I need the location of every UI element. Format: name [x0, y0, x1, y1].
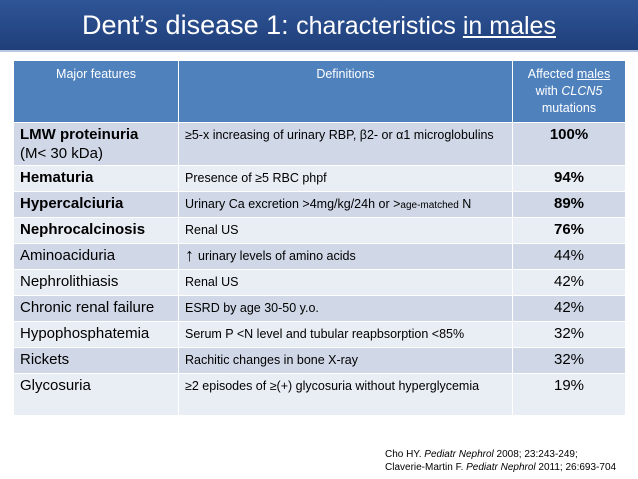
percent-cell: 32% — [512, 347, 626, 374]
feature-cell: Aminoaciduria — [13, 243, 179, 270]
citation: Cho HY. Pediatr Nephrol 2008; 23:243-249… — [385, 448, 616, 474]
percent-cell: 32% — [512, 321, 626, 348]
definition-cell: Serum P <N level and tubular reapbsorpti… — [178, 321, 513, 348]
header-affected-text: Affected — [527, 67, 577, 81]
header-with-text: with — [535, 84, 562, 98]
slide-title: Dent’s disease 1: characteristics in mal… — [0, 10, 638, 41]
definition-cell: Presence of ≥5 RBC phpf — [178, 165, 513, 192]
title-part-1: Dent’s disease 1: — [82, 10, 297, 40]
feature-cell: Chronic renal failure — [13, 295, 179, 322]
table-row: Glycosuria ≥2 episodes of ≥(+) glycosuri… — [13, 373, 626, 416]
definition-cell: ≥2 episodes of ≥(+) glycosuria without h… — [178, 373, 513, 416]
table-row: Hypercalciuria Urinary Ca excretion >4mg… — [13, 191, 626, 218]
definition-cell: Renal US — [178, 269, 513, 296]
percent-cell: 19% — [512, 373, 626, 416]
feature-cell: LMW proteinuria (M< 30 kDa) — [13, 122, 179, 166]
feature-cell: Hypophosphatemia — [13, 321, 179, 348]
feature-cell: Glycosuria — [13, 373, 179, 416]
definition-cell: Renal US — [178, 217, 513, 244]
feature-cell: Nephrocalcinosis — [13, 217, 179, 244]
table-row: Rickets Rachitic changes in bone X-ray 3… — [13, 347, 626, 374]
citation-line-1: Cho HY. Pediatr Nephrol 2008; 23:243-249… — [385, 448, 616, 461]
citation-author-2: Claverie-Martin F. — [385, 462, 467, 473]
title-part-3: in males — [462, 12, 556, 40]
definition-cell: ESRD by age 30-50 y.o. — [178, 295, 513, 322]
table-row: Aminoaciduria ↑ urinary levels of amino a… — [13, 243, 626, 270]
percent-cell: 42% — [512, 269, 626, 296]
definition-subscript: age-matched — [400, 200, 459, 211]
title-bar: Dent’s disease 1: characteristics in mal… — [0, 0, 638, 52]
table-row: LMW proteinuria (M< 30 kDa) ≥5-x increasi… — [13, 122, 626, 166]
feature-cell: Nephrolithiasis — [13, 269, 179, 296]
definition-text: urinary levels of amino acids — [198, 249, 356, 263]
header-gene-text: CLCN5 — [561, 84, 603, 98]
citation-journal-2: Pediatr Nephrol — [466, 462, 536, 473]
characteristics-table: Major features Definitions Affected male… — [13, 60, 626, 416]
table-row: Nephrolithiasis Renal US 42% — [13, 269, 626, 296]
header-major-features: Major features — [13, 60, 179, 123]
table-row: Chronic renal failure ESRD by age 30-50 … — [13, 295, 626, 322]
definition-text: Urinary Ca excretion >4mg/kg/24h or > — [185, 197, 401, 211]
percent-cell: 76% — [512, 217, 626, 244]
citation-journal-1: Pediatr Nephrol — [424, 449, 494, 460]
header-mutations-text: mutations — [541, 101, 597, 115]
up-arrow-icon: ↑ — [185, 245, 194, 265]
definition-cell: Rachitic changes in bone X-ray — [178, 347, 513, 374]
citation-ref-2: 2011; 26:693-704 — [535, 462, 617, 473]
title-part-2: characteristics — [296, 12, 463, 40]
table-row: Hematuria Presence of ≥5 RBC phpf 94% — [13, 165, 626, 192]
citation-line-2: Claverie-Martin F. Pediatr Nephrol 2011;… — [385, 461, 616, 474]
definition-cell: ≥5-x increasing of urinary RBP, β2- or α… — [178, 122, 513, 166]
citation-author-1: Cho HY. — [385, 449, 425, 460]
percent-cell: 94% — [512, 165, 626, 192]
feature-cell: Hypercalciuria — [13, 191, 179, 218]
percent-cell: 42% — [512, 295, 626, 322]
header-males-text: males — [576, 67, 611, 81]
header-affected-males: Affected males with CLCN5 mutations — [512, 60, 626, 123]
feature-note: (M< 30 kDa) — [20, 145, 103, 162]
percent-cell: 89% — [512, 191, 626, 218]
table-row: Hypophosphatemia Serum P <N level and tu… — [13, 321, 626, 348]
feature-cell: Rickets — [13, 347, 179, 374]
table-row: Nephrocalcinosis Renal US 76% — [13, 217, 626, 244]
table-header-row: Major features Definitions Affected male… — [13, 60, 626, 123]
definition-tail: N — [458, 197, 472, 211]
percent-cell: 100% — [512, 122, 626, 166]
feature-cell: Hematuria — [13, 165, 179, 192]
percent-cell: 44% — [512, 243, 626, 270]
feature-name: LMW proteinuria — [20, 126, 139, 143]
header-definitions: Definitions — [178, 60, 513, 123]
definition-cell: Urinary Ca excretion >4mg/kg/24h or >age… — [178, 191, 513, 218]
citation-ref-1: 2008; 23:243-249; — [493, 449, 578, 460]
definition-cell: ↑ urinary levels of amino acids — [178, 243, 513, 270]
